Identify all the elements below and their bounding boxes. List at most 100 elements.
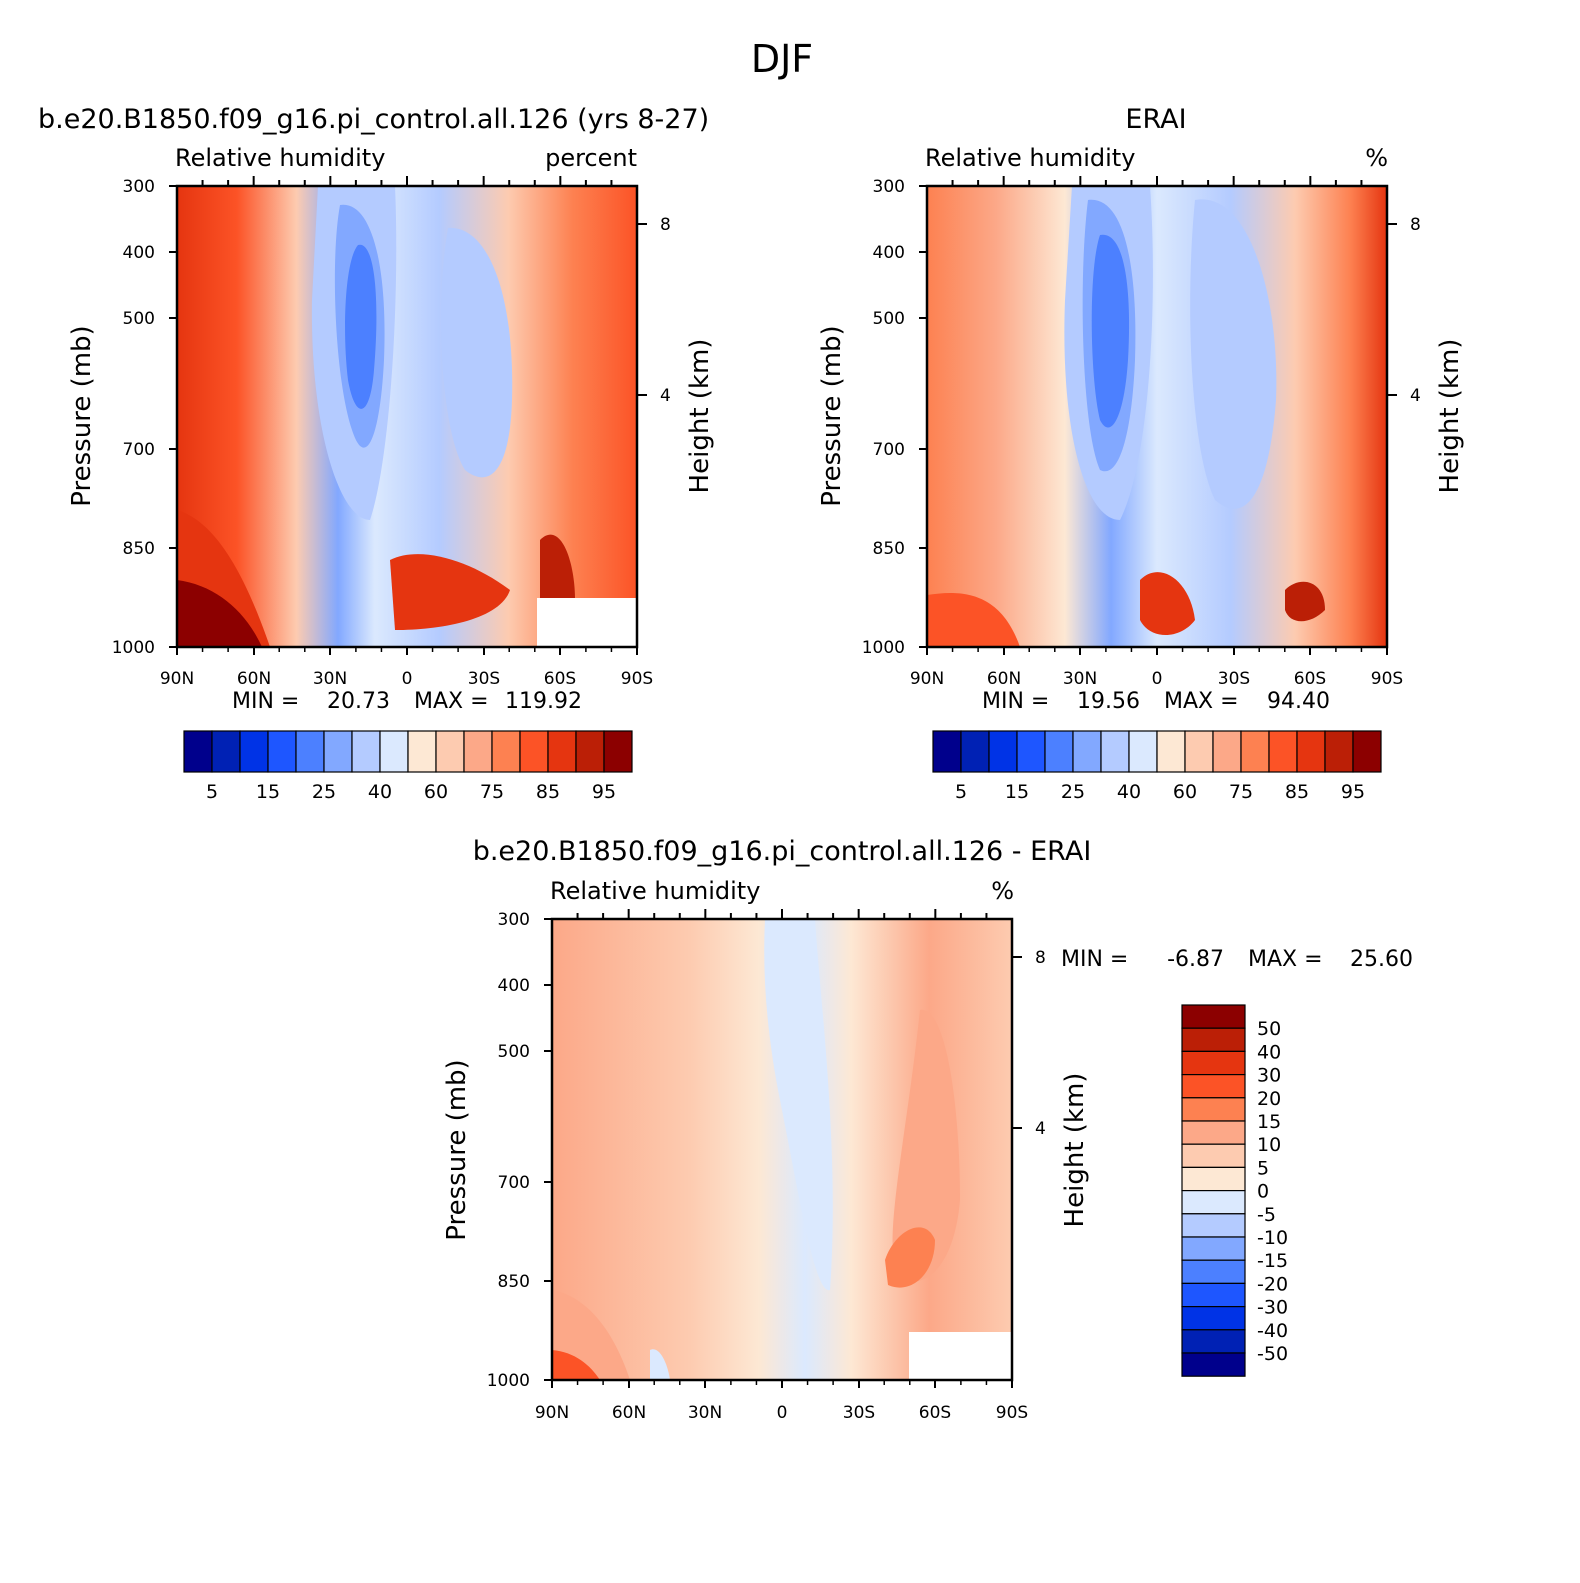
contour-eq-low	[1140, 572, 1195, 635]
colorbar-label: 5	[1257, 1157, 1269, 1179]
contour-field	[177, 186, 637, 647]
y-right-tick-label: 8	[1410, 215, 1421, 235]
right-subtitle: %	[1365, 144, 1388, 172]
y-tick-label: 700	[873, 440, 905, 460]
x-tick-label: 30N	[313, 669, 347, 689]
x-tick-label: 90N	[160, 669, 194, 689]
colorbar-swatch	[1072, 730, 1102, 773]
x-tick-label: 30S	[468, 669, 500, 689]
colorbar-label: 85	[536, 781, 560, 803]
contour-min-nh	[345, 244, 377, 409]
x-tick-label: 60S	[919, 1403, 951, 1423]
colorbar-label: 60	[424, 781, 448, 803]
x-tick-label: 30N	[1063, 669, 1097, 689]
colorbar-swatch	[1181, 1073, 1246, 1099]
x-tick-label: 60S	[544, 669, 576, 689]
min-value: 19.56	[1077, 689, 1140, 714]
panel-difference: b.e20.B1850.f09_g16.pi_control.all.126 -…	[442, 836, 1413, 1423]
y-tick-label: 700	[123, 440, 155, 460]
contour-field	[552, 919, 1012, 1380]
colorbar-swatch	[1044, 730, 1074, 773]
x-tick-label: 0	[1152, 669, 1163, 689]
colorbar-swatch	[1212, 730, 1242, 773]
colorbar-swatch	[1181, 1305, 1246, 1331]
y-ticks: 300 400 500 700 850 1000	[862, 177, 927, 658]
x-tick-label: 60N	[987, 669, 1021, 689]
colorbar-swatch	[435, 730, 465, 773]
right-subtitle: %	[991, 877, 1014, 905]
missing-data-mask	[909, 1332, 1012, 1380]
colorbar-swatch	[1156, 730, 1186, 773]
x-tick-label: 60N	[612, 1403, 646, 1423]
colorbar-label: 75	[1229, 781, 1253, 803]
colorbar-swatch	[239, 730, 269, 773]
colorbar-label: 15	[1257, 1111, 1281, 1133]
colorbar-swatch	[267, 730, 297, 773]
panel-title: ERAI	[1125, 104, 1186, 135]
x-tick-label: 0	[777, 1403, 788, 1423]
colorbar-label: 30	[1257, 1065, 1281, 1087]
colorbar-swatch	[1181, 1236, 1246, 1261]
y-tick-label: 700	[498, 1173, 530, 1193]
colorbar-swatch	[463, 730, 493, 773]
colorbar: 5 15 25 40 60 75 85 95	[932, 730, 1382, 803]
colorbar-swatch	[1016, 730, 1046, 773]
y-ticks: 300 400 500 700 850 1000	[112, 177, 177, 658]
y-tick-label: 500	[873, 309, 905, 329]
x-tick-label: 60S	[1294, 669, 1326, 689]
y-tick-label: 400	[123, 243, 155, 263]
y-tick-label: 850	[498, 1272, 530, 1292]
y-tick-label: 500	[123, 309, 155, 329]
colorbar-label: -40	[1257, 1320, 1288, 1342]
colorbar-swatch	[1296, 730, 1326, 773]
colorbar-label: 75	[480, 781, 504, 803]
colorbar-label: -50	[1257, 1343, 1288, 1365]
colorbar-label: 85	[1285, 781, 1309, 803]
x-tick-label: 30S	[843, 1403, 875, 1423]
x-tick-label: 90S	[1371, 669, 1403, 689]
x-ticks: 90N 60N 30N 0 30S 60S 90S	[910, 647, 1403, 689]
colorbar-label: -5	[1257, 1204, 1276, 1226]
contour-max-sh	[885, 1227, 935, 1288]
colorbar-swatch	[519, 730, 549, 773]
colorbar-label: 20	[1257, 1088, 1281, 1110]
y-axis-label: Pressure (mb)	[817, 325, 847, 506]
y-ticks: 300 400 500 700 850 1000	[487, 910, 552, 1391]
y-right-tick-label: 4	[1410, 386, 1421, 406]
colorbar-swatch	[1100, 730, 1130, 773]
colorbar-label: -20	[1257, 1273, 1288, 1295]
field-background	[927, 186, 1387, 647]
figure-title: DJF	[751, 37, 813, 81]
contour-sh-low	[540, 534, 575, 600]
y-right-ticks: 8 4	[1387, 215, 1421, 406]
left-subtitle: Relative humidity	[175, 144, 385, 172]
y-tick-label: 1000	[487, 1371, 530, 1391]
colorbar-swatch	[1181, 1213, 1246, 1238]
colorbar-label: 95	[1341, 781, 1365, 803]
y-tick-label: 400	[873, 243, 905, 263]
min-value: -6.87	[1167, 947, 1224, 972]
max-value: 119.92	[505, 689, 582, 714]
x-tick-label: 0	[402, 669, 413, 689]
y-tick-label: 400	[498, 976, 530, 996]
colorbar-swatch	[351, 730, 381, 773]
colorbar: 5 15 25 40 60 75 85 95	[183, 730, 633, 803]
colorbar-swatch	[1181, 1097, 1246, 1122]
colorbar-swatch	[1268, 730, 1298, 773]
y-right-tick-label: 8	[660, 215, 671, 235]
contour-neg-nh-low	[650, 1349, 670, 1380]
x-tick-label: 30S	[1218, 669, 1250, 689]
colorbar-label: 15	[1005, 781, 1029, 803]
colorbar-swatch	[491, 730, 521, 773]
colorbar-label: 40	[1117, 781, 1141, 803]
colorbar-swatch	[1181, 1259, 1246, 1284]
contour-dry-sh	[441, 227, 513, 478]
colorbar-label: 60	[1173, 781, 1197, 803]
colorbar-swatch	[1324, 730, 1354, 773]
contour-sh-low	[1285, 581, 1325, 622]
min-label: MIN =	[982, 689, 1049, 714]
colorbar-swatch	[960, 730, 990, 773]
colorbar-swatch	[1240, 730, 1270, 773]
x-tick-label: 30N	[688, 1403, 722, 1423]
contour-eq-low	[390, 554, 510, 630]
